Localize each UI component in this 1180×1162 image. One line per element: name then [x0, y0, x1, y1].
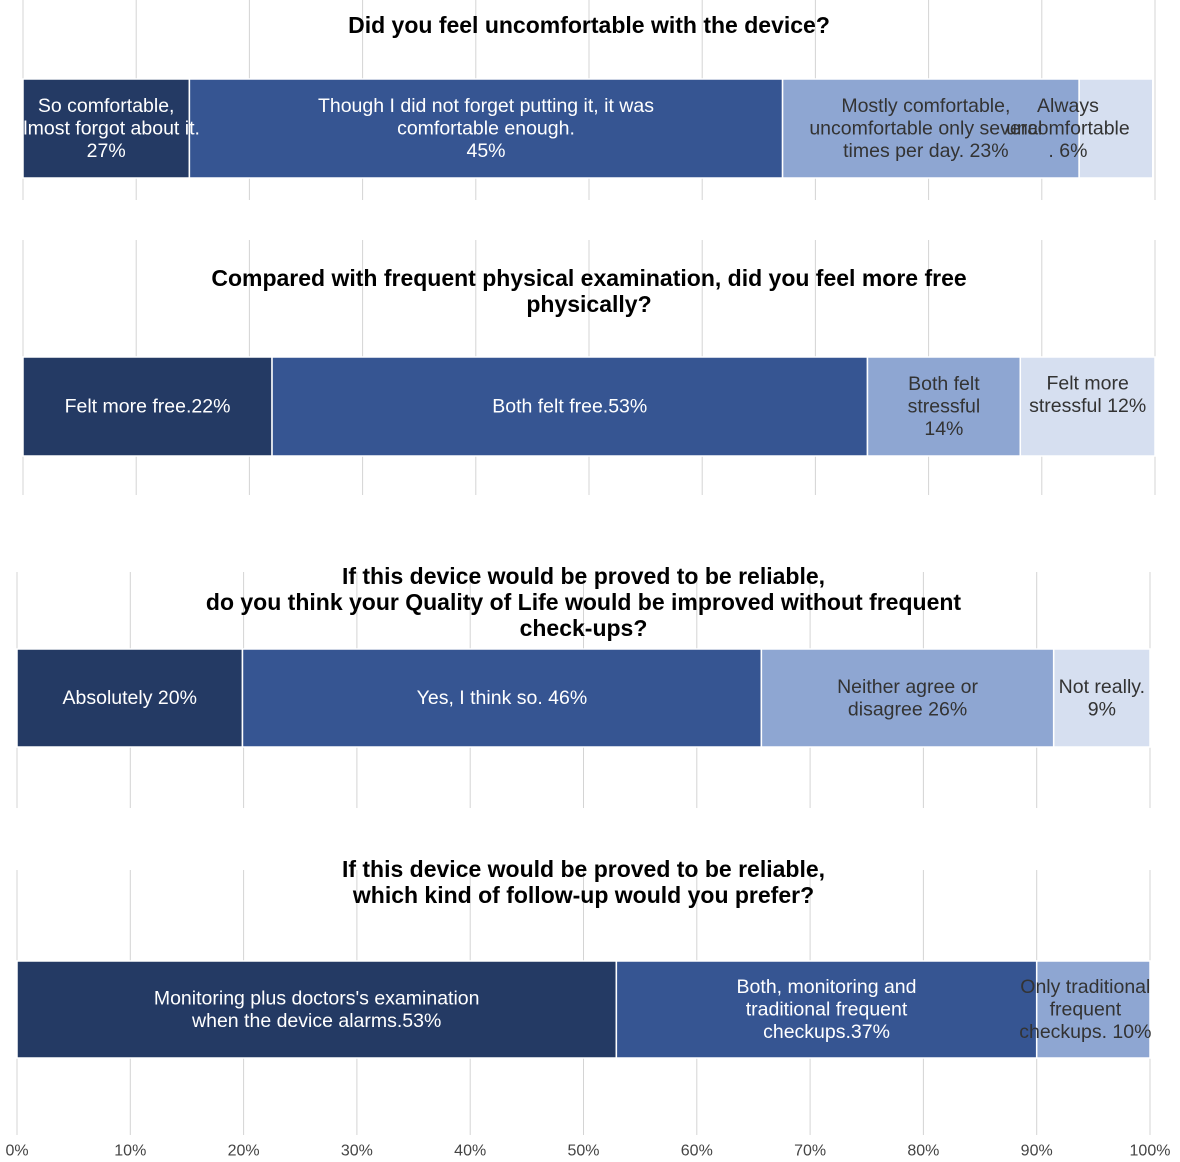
bar-segment — [1078, 78, 1154, 179]
segment-label-line: Both, monitoring and — [737, 976, 917, 998]
segment-label-line: Felt more free.22% — [65, 396, 231, 418]
bar-segment — [866, 356, 1022, 457]
x-tick-label: 10% — [114, 1143, 146, 1160]
chart-title-line: If this device would be proved to be rel… — [342, 563, 825, 589]
segment-label-line: Felt more — [1046, 372, 1128, 394]
bar-segment — [760, 648, 1055, 748]
segment-label-line: 27% — [87, 140, 126, 162]
segment-label-line: traditional frequent — [746, 999, 908, 1021]
bar-segment — [1035, 960, 1151, 1059]
segment-label-line: Both felt — [908, 373, 980, 395]
chart-title-line: If this device would be proved to be rel… — [342, 856, 825, 882]
segment-label-line: . 6% — [1048, 140, 1087, 162]
bar-segment — [22, 78, 191, 179]
segment-label-line: disagree 26% — [848, 698, 967, 720]
segment-label-line: Absolutely 20% — [63, 687, 197, 709]
bar-segment — [22, 356, 273, 457]
bar-segment — [16, 648, 244, 748]
x-tick-label: 50% — [567, 1143, 599, 1160]
segment-label-line: Not really. — [1059, 676, 1145, 698]
chart-title-line: check-ups? — [520, 615, 648, 641]
x-tick-label: 70% — [794, 1143, 826, 1160]
bar-segment — [16, 960, 618, 1059]
chart-title-line: Compared with frequent physical examinat… — [211, 265, 966, 291]
segment-label-line: stressful 12% — [1029, 395, 1146, 417]
segment-label: Felt more free.22% — [65, 396, 231, 418]
segment-label: Mostly comfortable, uncomfortable only se… — [809, 95, 1042, 162]
x-tick-label: 30% — [341, 1143, 373, 1160]
segment-label-line: So comfortable, — [38, 95, 175, 117]
bar-segment — [241, 648, 763, 748]
bar-segment — [271, 356, 869, 457]
bar-segment — [1052, 648, 1151, 748]
segment-label-line: when the device alarms.53% — [191, 1010, 441, 1032]
segment-label: Not really. 9% — [1059, 676, 1145, 721]
segment-label-line: Yes, I think so. 46% — [417, 687, 588, 709]
chart-title-line: Did you feel uncomfortable with the devi… — [348, 12, 830, 38]
segment-label-line: Mostly comfortable, — [841, 95, 1010, 117]
segment-label-line: Only traditional — [1020, 976, 1150, 998]
x-tick-label: 0% — [5, 1143, 28, 1160]
segment-label-line: comfortable enough. — [397, 118, 575, 140]
segment-label: Both felt free.53% — [492, 396, 647, 418]
text-labels: Did you feel uncomfortable with the devi… — [5, 12, 1170, 1160]
chart-title: If this device would be proved to be rel… — [206, 563, 962, 641]
segment-label: So comfortable, almost forgot about it. 27… — [12, 95, 200, 162]
segment-label: Felt more stressful 12% — [1029, 372, 1146, 417]
segment-label: Always uncomfortable. 6% — [1006, 95, 1130, 162]
segment-label-line: times per day. 23% — [843, 140, 1008, 162]
bar-segment — [615, 960, 1038, 1059]
x-tick-label: 40% — [454, 1143, 486, 1160]
segment-label: Yes, I think so. 46% — [417, 687, 588, 709]
segment-label-line: checkups.37% — [763, 1021, 890, 1043]
chart-title: If this device would be proved to be rel… — [342, 856, 825, 908]
segment-label-line: checkups. 10% — [1019, 1021, 1151, 1043]
segment-label-line: Monitoring plus doctors's examination — [154, 987, 480, 1009]
segment-label-line: Neither agree or — [837, 676, 978, 698]
segment-label-line: 14% — [924, 418, 963, 440]
segment-label-line: 9% — [1088, 698, 1116, 720]
segment-label-line: Always — [1037, 95, 1099, 117]
chart-title-line: which kind of follow-up would you prefer… — [352, 882, 814, 908]
segment-label-line: Though I did not forget putting it, it w… — [318, 95, 654, 117]
x-tick-label: 20% — [228, 1143, 260, 1160]
segment-label: Both, monitoring and traditional frequent… — [737, 976, 917, 1043]
x-tick-label: 90% — [1021, 1143, 1053, 1160]
segment-label-line: uncomfortable — [1006, 118, 1130, 140]
chart-title: Did you feel uncomfortable with the devi… — [348, 12, 830, 38]
segment-label: Neither agree or disagree 26% — [837, 676, 978, 721]
segment-label: Monitoring plus doctors's examination whe… — [154, 987, 480, 1032]
segment-label: Both felt stressful 14% — [908, 373, 981, 440]
segment-label: Absolutely 20% — [63, 687, 197, 709]
x-tick-label: 100% — [1130, 1143, 1171, 1160]
segment-label-line: uncomfortable only several — [809, 118, 1042, 140]
bars — [16, 78, 1156, 1059]
segment-label: Though I did not forget putting it, it w… — [318, 95, 654, 162]
x-tick-label: 60% — [681, 1143, 713, 1160]
x-tick-label: 80% — [907, 1143, 939, 1160]
segment-label-line: Both felt free.53% — [492, 396, 647, 418]
chart-title-line: do you think your Quality of Life would … — [206, 589, 962, 615]
segment-label: Only traditional frequent checkups. 10% — [1019, 976, 1151, 1043]
chart-title-line: physically? — [526, 291, 651, 317]
segment-label-line: 45% — [466, 140, 505, 162]
bar-segment — [188, 78, 784, 179]
segment-label-line: stressful — [908, 396, 981, 418]
bar-segment — [1019, 356, 1156, 457]
segment-label-line: frequent — [1050, 999, 1122, 1021]
chart-title: Compared with frequent physical examinat… — [211, 265, 966, 317]
segment-label-line: almost forgot about it. — [12, 118, 200, 140]
